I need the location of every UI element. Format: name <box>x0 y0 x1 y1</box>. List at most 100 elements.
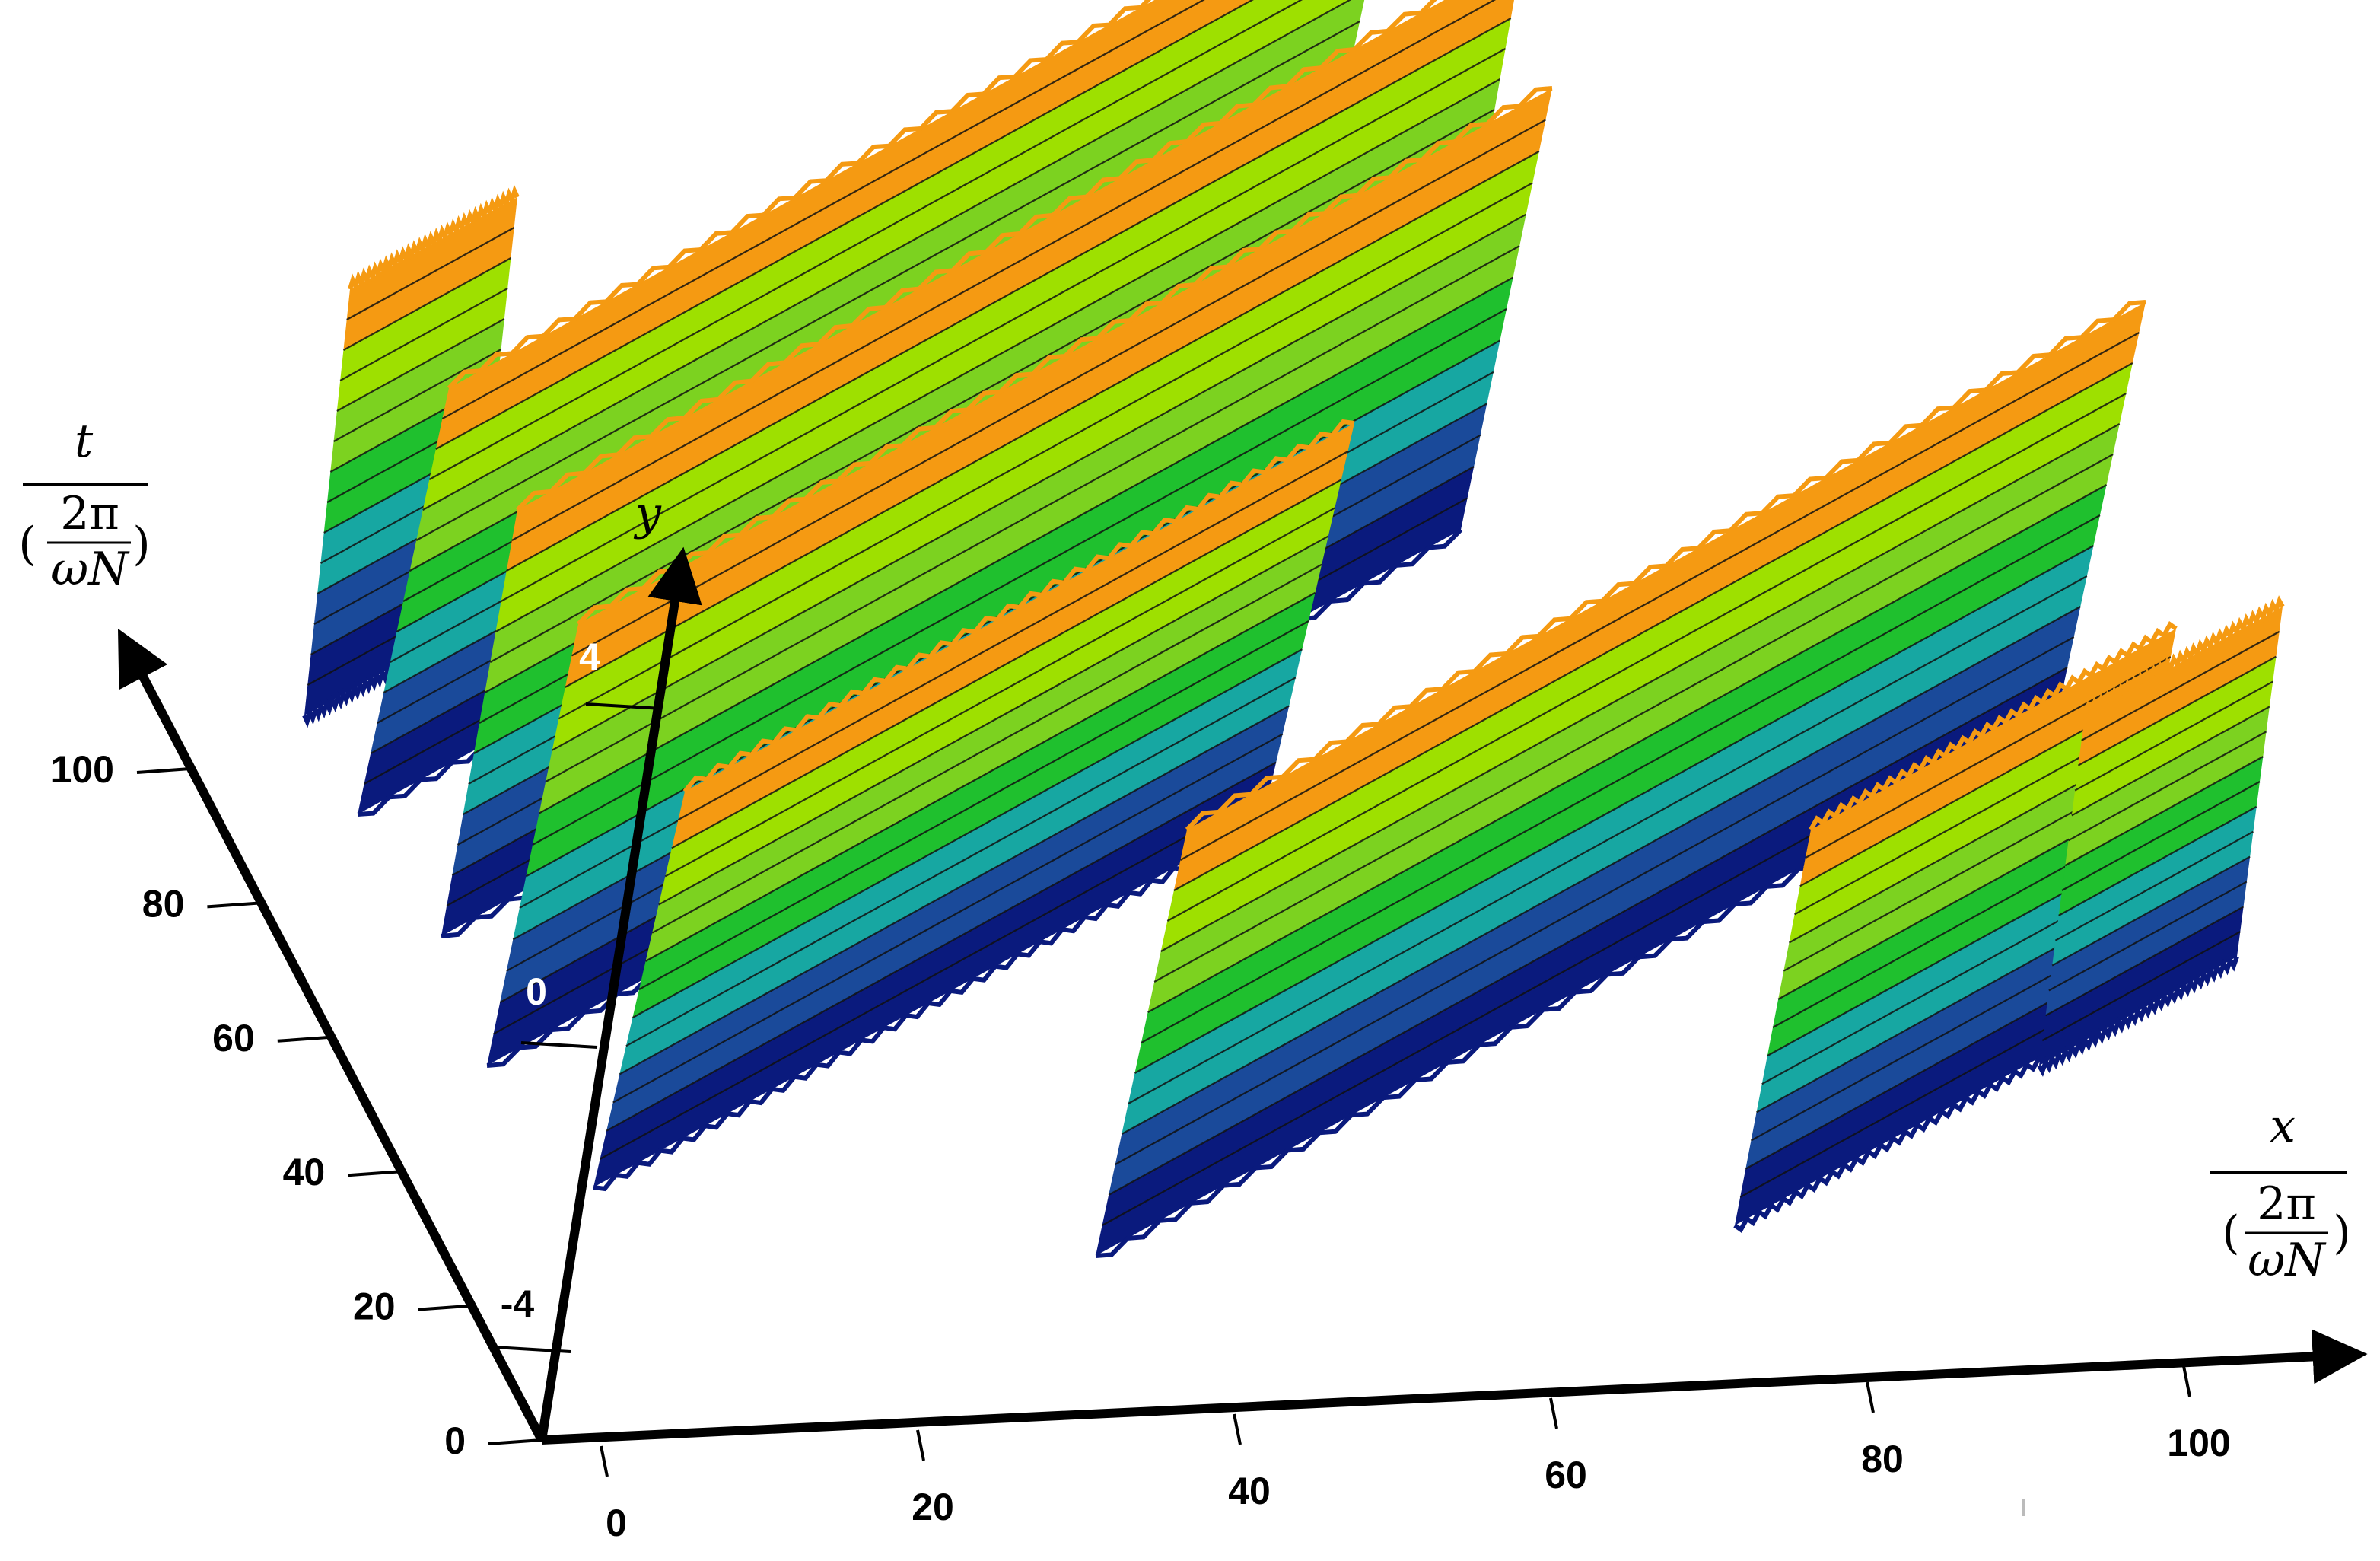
ridge-edge <box>348 184 520 293</box>
contour-line <box>2077 655 2277 766</box>
y-axis-ticks: -4 0 4 <box>494 636 663 1353</box>
y-tick-mark <box>494 1346 571 1353</box>
contour-line <box>552 213 1527 751</box>
contour-line <box>677 451 1348 821</box>
contour-line <box>1179 332 2140 861</box>
x-tick-mark <box>916 1429 925 1461</box>
x-tick-label: 60 <box>1545 1454 1587 1496</box>
x-tick-label: 80 <box>1861 1438 1904 1480</box>
ridge-edge <box>576 86 1553 626</box>
y-tick-mark <box>585 702 663 710</box>
ridge-edge <box>1185 300 2146 832</box>
contour-line <box>415 21 1360 541</box>
contour-line <box>339 288 508 381</box>
contour-line <box>638 620 1309 990</box>
contour-line <box>632 648 1303 1019</box>
contour-line <box>2051 855 2251 967</box>
x-axis-ticks: 0 20 40 60 80 100 <box>600 1365 2231 1544</box>
y-tick-label: 4 <box>579 636 600 678</box>
contour-line <box>1147 484 2108 1013</box>
surface-layer <box>302 0 2285 1258</box>
ridge-edge <box>447 0 1152 390</box>
contour-line <box>2074 680 2273 792</box>
t-tick-label: 80 <box>142 882 185 925</box>
t-tick-label: 100 <box>51 748 114 791</box>
base-edge <box>593 817 1265 1192</box>
contour-line <box>2064 756 2264 867</box>
x-label-numerator: x <box>2270 1100 2296 1153</box>
y-tick-mark <box>520 1041 598 1049</box>
ridge-edge <box>2082 595 2285 718</box>
x-label-paren-close: ) <box>2333 1206 2350 1260</box>
x-tick-label: 40 <box>1228 1470 1271 1512</box>
contour-line <box>2041 931 2241 1042</box>
contour-line <box>2054 830 2254 941</box>
t-label-den-den: ωN <box>51 543 130 596</box>
x-label-paren-open: ( <box>2222 1206 2239 1260</box>
y-tick-label: 0 <box>526 970 547 1013</box>
contour-line <box>1805 656 2172 859</box>
t-tick-label: 20 <box>353 1285 396 1328</box>
contour-line <box>1121 606 2081 1135</box>
contour-line <box>346 227 515 320</box>
contour-line <box>651 563 1322 934</box>
contour-line <box>532 308 1507 846</box>
contour-line <box>545 245 1520 783</box>
x-axis-label: x ( 2π ωN ) <box>2210 1100 2351 1287</box>
contour-line <box>501 48 1507 602</box>
contour-line <box>506 18 1512 572</box>
x-tick-label: 0 <box>606 1502 627 1544</box>
base-edge <box>1733 1023 2102 1233</box>
x-tick-mark <box>2182 1365 2191 1397</box>
y-tick-label: -4 <box>501 1282 535 1325</box>
t-tick-mark <box>348 1170 402 1177</box>
x-tick-mark <box>1233 1413 1242 1445</box>
contour-line <box>645 591 1316 962</box>
t-tick-mark <box>207 901 261 909</box>
contour-line <box>625 677 1297 1047</box>
contour-line <box>342 257 511 351</box>
contour-line <box>511 0 1497 541</box>
contour-line <box>664 507 1335 878</box>
contour-line <box>495 78 1500 632</box>
x-tick-label: 20 <box>912 1486 954 1528</box>
x-tick-mark <box>600 1445 609 1477</box>
contour-line <box>1128 575 2088 1104</box>
surface-band <box>409 0 1365 571</box>
x-label-den-den: ωN <box>2248 1234 2327 1287</box>
contour-line <box>2081 630 2280 741</box>
surface-front-center <box>593 419 1355 1192</box>
t-tick-label: 40 <box>283 1151 326 1193</box>
contour-line <box>2068 731 2267 842</box>
contour-line <box>435 0 1254 450</box>
t-axis-label: t ( 2π ωN ) <box>18 415 150 596</box>
x-label-den-num: 2π <box>2257 1177 2316 1231</box>
surface-front-edge <box>2037 595 2285 1077</box>
ridge-edge <box>682 419 1355 793</box>
t-tick-label: 0 <box>444 1419 466 1462</box>
surface-rear-left <box>302 184 520 728</box>
t-tick-mark <box>277 1035 331 1043</box>
contour-line <box>606 761 1277 1132</box>
x-tick-mark <box>1866 1381 1875 1413</box>
t-label-paren-close: ) <box>132 518 150 571</box>
contour-line <box>2045 906 2245 1017</box>
base-edge <box>2037 954 2239 1077</box>
t-axis-ticks: 0 20 40 60 80 100 <box>51 748 542 1462</box>
contour-line <box>1173 362 2133 891</box>
contour-line <box>1160 423 2121 952</box>
y-axis-label: y <box>633 487 662 540</box>
contour-line <box>2071 706 2270 817</box>
t-axis-line <box>117 628 546 1442</box>
x-axis-line <box>541 1329 2368 1445</box>
contour-line <box>2058 805 2258 916</box>
contour-line <box>1134 545 2094 1074</box>
surface-band <box>506 0 1514 571</box>
contour-line <box>658 535 1329 906</box>
contour-line <box>333 349 502 442</box>
contour-line <box>600 789 1271 1160</box>
t-label-numerator: t <box>75 415 94 468</box>
contour-line <box>1166 393 2127 922</box>
contour-line <box>441 0 1205 419</box>
